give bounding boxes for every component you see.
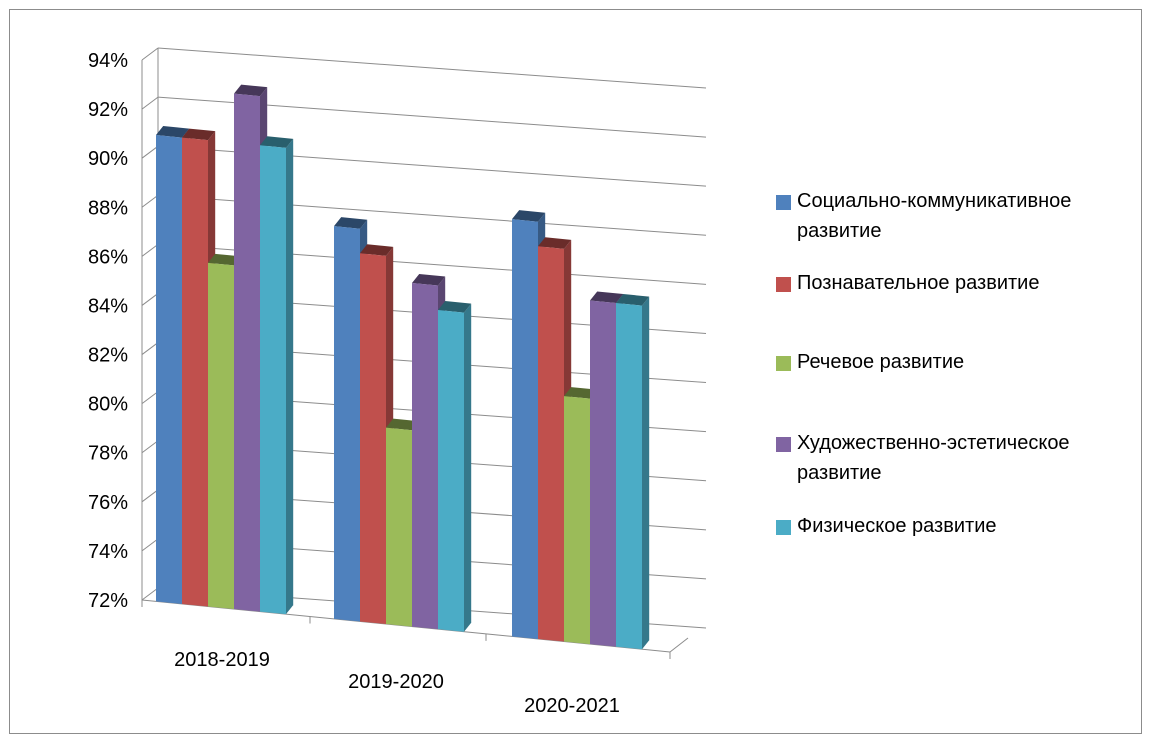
y-tick-label-7: 86% xyxy=(88,246,128,268)
bar-top-2-2 xyxy=(564,387,598,399)
y-tick-label-3: 78% xyxy=(88,443,128,465)
bar-1-0 xyxy=(334,226,360,622)
legend-item-art: Художественно-эстетическое развитие xyxy=(776,428,1117,488)
legend-label-physical: Физическое развитие xyxy=(797,515,997,537)
legend-swatch-art xyxy=(776,437,791,452)
depth-gridline-2 xyxy=(141,489,159,503)
depth-gridline-11 xyxy=(141,47,159,61)
depth-gridline-7 xyxy=(141,243,159,257)
depth-gridline-8 xyxy=(141,194,159,208)
bar-top-1-3 xyxy=(412,273,446,286)
bar-0-0 xyxy=(156,135,182,604)
bar-0-4 xyxy=(260,145,286,615)
bar-2-2 xyxy=(564,396,590,645)
legend-label-social: Социально-коммуникативное развитие xyxy=(797,190,1072,242)
depth-gridline-10 xyxy=(141,96,159,110)
bar-top-2-0 xyxy=(512,210,546,222)
bar-side-2-4 xyxy=(642,296,650,650)
y-tick-label-11: 94% xyxy=(88,50,128,72)
bar-2-1 xyxy=(538,246,564,642)
y-tick-label-9: 90% xyxy=(88,148,128,170)
depth-gridline-0 xyxy=(141,587,159,601)
y-tick-label-10: 92% xyxy=(88,99,128,121)
depth-gridline-9 xyxy=(141,145,159,159)
bar-2-4 xyxy=(616,303,642,650)
depth-gridline-5 xyxy=(141,342,159,355)
depth-gridline-1 xyxy=(141,538,159,552)
bar-top-0-0 xyxy=(156,126,190,138)
y-tick-label-5: 82% xyxy=(88,345,128,367)
legend-item-physical: Физическое развитие xyxy=(776,511,996,541)
y-tick-label-1: 74% xyxy=(88,541,128,563)
floor-edge xyxy=(669,637,689,653)
bar-top-0-1 xyxy=(182,128,216,141)
bar-side-0-4 xyxy=(286,138,294,615)
bar-top-0-3 xyxy=(234,84,268,97)
bar-top-0-2 xyxy=(208,253,242,266)
legend-item-speech: Речевое развитие xyxy=(776,347,964,377)
x-tick-label-2: 2020-2021 xyxy=(524,695,620,717)
bar-top-0-4 xyxy=(260,136,294,148)
bar-top-1-1 xyxy=(360,244,394,256)
bar-1-2 xyxy=(386,427,412,627)
bar-1-1 xyxy=(360,253,386,625)
depth-gridline-6 xyxy=(141,293,159,306)
legend-item-social: Социально-коммуникативное развитие xyxy=(776,186,1137,246)
depth-gridline-4 xyxy=(141,391,159,405)
y-tick-label-2: 76% xyxy=(88,492,128,514)
gridline-11 xyxy=(157,47,707,89)
bar-2-3 xyxy=(590,300,616,647)
bar-1-3 xyxy=(412,282,438,630)
bar-top-2-1 xyxy=(538,237,572,249)
bar-0-3 xyxy=(234,93,260,612)
legend-swatch-speech xyxy=(776,356,791,371)
y-tick-label-0: 72% xyxy=(88,590,128,612)
legend-swatch-social xyxy=(776,195,791,210)
bar-top-1-4 xyxy=(438,301,472,313)
x-tick-label-0: 2018-2019 xyxy=(174,649,270,671)
bar-0-2 xyxy=(208,262,234,610)
legend-label-art: Художественно-эстетическое развитие xyxy=(797,432,1070,484)
legend-item-cognitive: Познавательное развитие xyxy=(776,268,1039,298)
bar-2-0 xyxy=(512,219,538,639)
bar-top-2-3 xyxy=(590,291,624,304)
x-tick-label-1: 2019-2020 xyxy=(348,671,444,693)
y-tick-label-4: 80% xyxy=(88,394,128,416)
bar-top-1-2 xyxy=(386,418,420,431)
bar-top-2-4 xyxy=(616,294,650,306)
y-tick-label-8: 88% xyxy=(88,197,128,219)
bar-side-1-4 xyxy=(464,303,472,632)
legend-swatch-physical xyxy=(776,520,791,535)
y-tick-label-6: 84% xyxy=(88,295,128,317)
legend-label-speech: Речевое развитие xyxy=(797,351,965,373)
legend-label-cognitive: Познавательное развитие xyxy=(797,272,1040,294)
depth-gridline-3 xyxy=(141,440,159,454)
legend-swatch-cognitive xyxy=(776,277,791,292)
bar-0-1 xyxy=(182,137,208,607)
bar-top-1-0 xyxy=(334,217,368,229)
bar-1-4 xyxy=(438,310,464,632)
